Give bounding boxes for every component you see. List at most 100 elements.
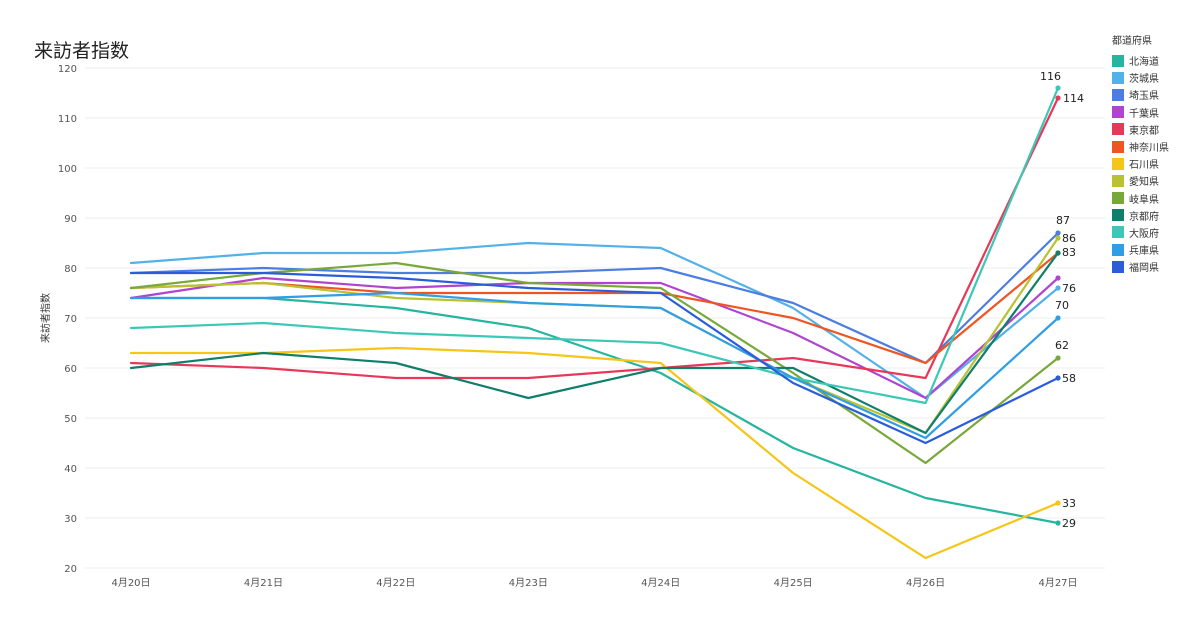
series-end-point (1055, 95, 1061, 101)
legend-swatch (1112, 226, 1124, 239)
y-tick-label: 80 (64, 264, 77, 275)
legend-swatch (1112, 157, 1124, 170)
series-line (129, 231, 1060, 365)
series-end-point (1055, 250, 1061, 256)
series-line (129, 296, 1060, 525)
y-tick-label: 60 (64, 364, 77, 375)
chart-title: 来訪者指数 (34, 40, 130, 62)
data-label: 116 (1040, 70, 1061, 83)
legend-label: 神奈川県 (1129, 143, 1169, 155)
series-end-point (1055, 520, 1061, 526)
y-tick-label: 90 (64, 214, 77, 225)
series-line (129, 261, 1060, 465)
series-line (129, 86, 1060, 405)
legend-swatch (1112, 174, 1124, 187)
legend-item[interactable]: 神奈川県 (1112, 138, 1198, 155)
y-tick-label: 30 (64, 514, 77, 525)
x-tick-label: 4月20日 (111, 577, 150, 589)
data-label: 86 (1062, 232, 1076, 245)
legend-item[interactable]: 茨城県 (1112, 69, 1198, 86)
legend-swatch (1112, 140, 1124, 153)
legend-swatch (1112, 71, 1124, 84)
series-end-point (1055, 275, 1061, 281)
legend-label: 福岡県 (1129, 263, 1159, 275)
legend-swatch (1112, 123, 1124, 136)
legend-item[interactable]: 京都府 (1112, 207, 1198, 224)
series-end-point (1055, 500, 1061, 506)
x-axis: 4月20日 4月21日 4月22日 4月23日 4月24日 4月25日 4月26日 4月27日 (111, 577, 1077, 589)
x-tick-label: 4月24日 (641, 577, 680, 589)
x-tick-label: 4月21日 (244, 577, 283, 589)
legend-item[interactable]: 大阪府 (1112, 224, 1198, 241)
legend-title: 都道府県 (1112, 36, 1152, 47)
x-tick-label: 4月26日 (906, 577, 945, 589)
y-tick-label: 100 (58, 164, 77, 175)
series-line (129, 241, 1060, 400)
x-tick-label: 4月23日 (509, 577, 548, 589)
y-axis: 20 30 40 50 60 70 80 90 100 110 120 (58, 64, 77, 575)
legend-swatch (1112, 209, 1124, 222)
legend-item[interactable]: 千葉県 (1112, 104, 1198, 121)
legend: 都道府県 北海道茨城県 埼玉県千葉県東京都神奈川県石川県愛知県岐阜県京都府大阪府兵… (1112, 32, 1198, 275)
data-label: 58 (1062, 372, 1076, 385)
legend-label: 石川県 (1129, 160, 1159, 172)
x-tick-label: 4月27日 (1038, 577, 1077, 589)
legend-label: 千葉県 (1129, 108, 1159, 120)
data-label: 83 (1062, 246, 1076, 259)
series-line (129, 346, 1060, 560)
legend-item[interactable]: 埼玉県 (1112, 86, 1198, 103)
legend-swatch (1112, 260, 1124, 273)
series-line (129, 291, 1060, 440)
series-end-point (1055, 230, 1061, 236)
x-tick-label: 4月25日 (774, 577, 813, 589)
legend-label: 茨城県 (1129, 74, 1159, 86)
legend-swatch (1112, 243, 1124, 256)
y-tick-label: 20 (64, 564, 77, 575)
data-label: 87 (1056, 214, 1070, 227)
y-axis-title: 来訪者指数 (39, 293, 52, 343)
series-end-point (1055, 285, 1061, 291)
gridlines (85, 67, 1105, 569)
legend-label: 兵庫県 (1129, 246, 1159, 258)
legend-label: 北海道 (1129, 57, 1159, 69)
legend-item[interactable]: 愛知県 (1112, 172, 1198, 189)
legend-swatch (1112, 54, 1124, 67)
legend-item[interactable]: 東京都 (1112, 121, 1198, 138)
series-line (129, 96, 1060, 380)
legend-label: 大阪府 (1129, 228, 1159, 240)
series-line (129, 251, 1060, 435)
legend-label: 愛知県 (1129, 177, 1159, 189)
x-tick-label: 4月22日 (376, 577, 415, 589)
legend-items: 北海道茨城県 埼玉県千葉県東京都神奈川県石川県愛知県岐阜県京都府大阪府兵庫県福岡県 (1112, 52, 1198, 275)
series-lines (129, 85, 1061, 560)
series-end-point (1055, 235, 1061, 241)
legend-item[interactable]: 北海道 (1112, 52, 1198, 69)
legend-label: 東京都 (1129, 125, 1159, 137)
data-label: 76 (1062, 282, 1076, 295)
legend-item[interactable]: 石川県 (1112, 155, 1198, 172)
legend-item[interactable]: 福岡県 (1112, 258, 1198, 275)
series-end-point (1055, 375, 1061, 381)
y-tick-label: 40 (64, 464, 77, 475)
series-end-point (1055, 315, 1061, 321)
series-end-point (1055, 355, 1061, 361)
legend-label: 京都府 (1129, 211, 1159, 223)
data-label: 114 (1063, 92, 1084, 105)
data-label: 29 (1062, 517, 1076, 530)
series-line (129, 271, 1060, 445)
series-end-point (1055, 85, 1061, 91)
legend-label: 岐阜県 (1129, 194, 1159, 206)
legend-swatch (1112, 106, 1124, 119)
data-label: 33 (1062, 497, 1076, 510)
end-labels: 29 76 87 114 33 86 62 83 116 70 58 (1040, 70, 1084, 530)
legend-item[interactable]: 兵庫県 (1112, 241, 1198, 258)
legend-item[interactable]: 岐阜県 (1112, 190, 1198, 207)
y-tick-label: 70 (64, 314, 77, 325)
y-tick-label: 120 (58, 64, 77, 75)
y-tick-label: 50 (64, 414, 77, 425)
y-tick-label: 110 (58, 114, 77, 125)
legend-swatch (1112, 88, 1124, 101)
legend-swatch (1112, 192, 1124, 205)
data-label: 70 (1055, 299, 1069, 312)
